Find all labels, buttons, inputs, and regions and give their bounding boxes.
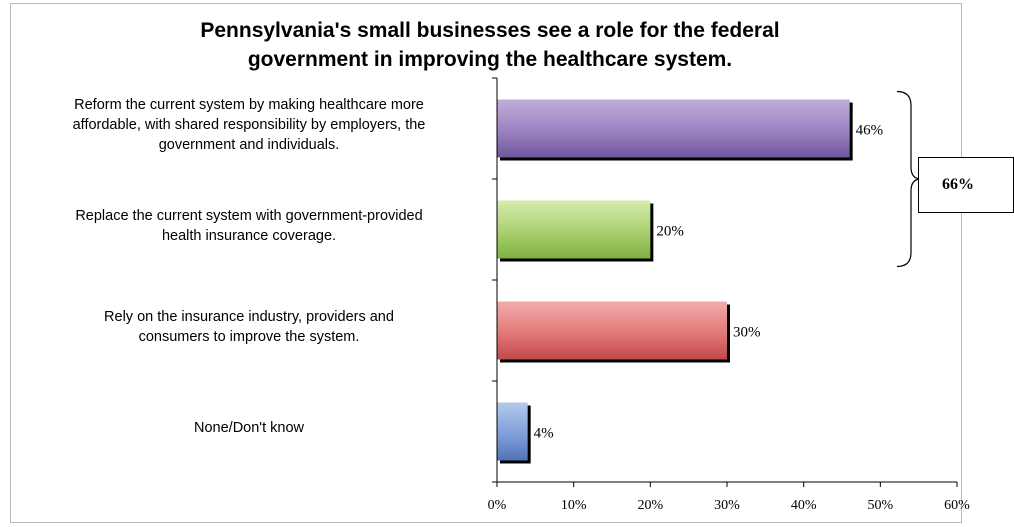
chart-title-line-2: government in improving the healthcare s… — [247, 48, 733, 71]
callout-label: 66% — [942, 176, 974, 193]
category-label-1-line-1: health insurance coverage. — [161, 227, 337, 244]
category-label-3-line-0: None/Don't know — [194, 419, 304, 436]
category-label-2-line-1: consumers to improve the system. — [138, 328, 360, 345]
category-label-0-line-0: Reform the current system by making heal… — [74, 96, 424, 113]
value-label-3: 4% — [534, 426, 554, 442]
x-tick-label: 10% — [561, 498, 587, 513]
callout-box-total: 66% — [918, 157, 1014, 213]
chart-frame — [10, 3, 962, 523]
category-label-0-line-1: affordable, with shared responsibility b… — [72, 116, 426, 133]
category-label-0-line-2: government and individuals. — [158, 136, 340, 153]
chart-title-line-1: Pennsylvania's small businesses see a ro… — [200, 19, 780, 42]
x-tick-label: 20% — [637, 498, 663, 513]
category-label-0: Reform the current system by making heal… — [9, 95, 489, 155]
value-label-0: 46% — [856, 123, 884, 139]
chart-title: Pennsylvania's small businesses see a ro… — [0, 16, 980, 74]
x-tick-label: 60% — [944, 498, 970, 513]
x-tick-label: 0% — [488, 498, 507, 513]
x-tick-label: 40% — [791, 498, 817, 513]
category-label-3: None/Don't know — [9, 418, 489, 438]
category-label-2: Rely on the insurance industry, provider… — [9, 307, 489, 347]
category-label-1: Replace the current system with governme… — [9, 206, 489, 246]
bar-0 — [497, 99, 850, 158]
category-label-1-line-0: Replace the current system with governme… — [75, 207, 423, 224]
bar-1 — [497, 200, 651, 259]
bar-2 — [497, 301, 727, 360]
value-label-1: 20% — [656, 224, 684, 240]
x-tick-label: 50% — [867, 498, 893, 513]
x-tick-label: 30% — [714, 498, 740, 513]
bar-3 — [497, 402, 528, 461]
value-label-2: 30% — [733, 325, 761, 341]
category-label-2-line-0: Rely on the insurance industry, provider… — [104, 308, 394, 325]
